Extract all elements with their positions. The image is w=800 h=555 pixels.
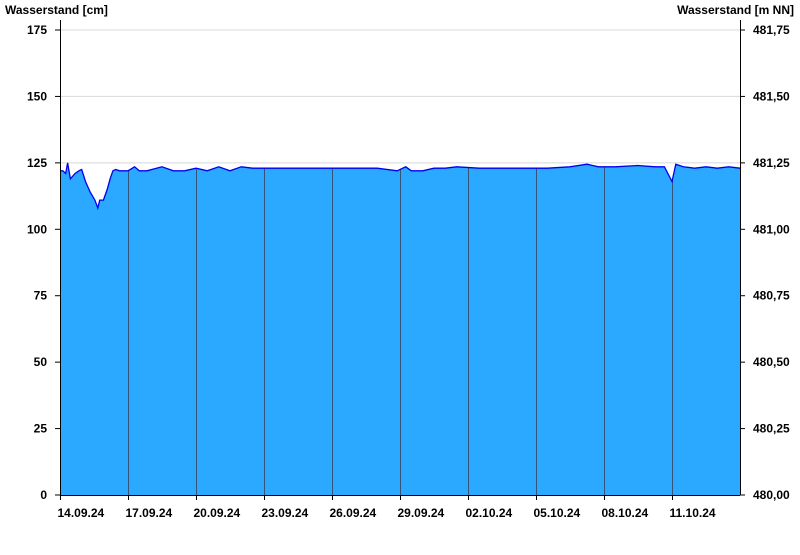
x-tick-label: 29.09.24: [398, 506, 445, 520]
y-tick-label-left: 150: [27, 89, 47, 103]
y-tick-label-left: 0: [40, 488, 47, 502]
y-tick-label-left: 100: [27, 222, 47, 236]
y-tick-label-right: 480,50: [753, 355, 790, 369]
y-tick-label-right: 480,75: [753, 289, 790, 303]
y-tick-label-right: 481,50: [753, 89, 790, 103]
x-tick-label: 05.10.24: [534, 506, 581, 520]
y-tick-label-left: 125: [27, 156, 47, 170]
x-tick-label: 08.10.24: [602, 506, 649, 520]
y-tick-label-left: 25: [34, 422, 48, 436]
x-tick-label: 26.09.24: [330, 506, 377, 520]
y-tick-label-left: 50: [34, 355, 48, 369]
y-tick-label-right: 481,25: [753, 156, 790, 170]
x-tick-label: 20.09.24: [194, 506, 241, 520]
y-tick-label-right: 480,25: [753, 422, 790, 436]
right-axis-title: Wasserstand [m NN]: [677, 3, 794, 17]
y-tick-label-left: 75: [34, 289, 48, 303]
x-tick-label: 02.10.24: [466, 506, 513, 520]
water-level-line: [60, 162, 741, 211]
y-tick-label-left: 175: [27, 23, 47, 37]
y-tick-label-right: 481,00: [753, 222, 790, 236]
x-tick-label: 11.10.24: [670, 506, 716, 520]
x-tick-label: 14.09.24: [58, 506, 105, 520]
x-tick-label: 23.09.24: [262, 506, 309, 520]
y-tick-label-right: 480,00: [753, 488, 790, 502]
left-axis-title: Wasserstand [cm]: [5, 3, 108, 17]
y-tick-label-right: 481,75: [753, 23, 790, 37]
x-tick-label: 17.09.24: [126, 506, 173, 520]
